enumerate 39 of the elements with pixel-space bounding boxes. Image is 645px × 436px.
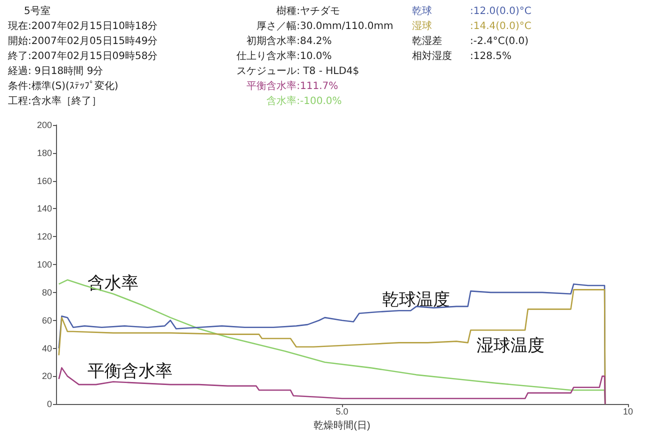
text: 乾球 bbox=[412, 4, 432, 19]
series-label: 湿球温度 bbox=[476, 336, 544, 356]
text: 開始:2007年02月05日15時49分 bbox=[8, 34, 158, 49]
text: 乾湿差 bbox=[412, 35, 442, 49]
text: 初期含水率:84.2% bbox=[246, 34, 332, 49]
text: 仕上り含水率:10.0% bbox=[236, 50, 332, 64]
y-tick-label: 160 bbox=[36, 176, 52, 186]
y-tick-label: 180 bbox=[36, 148, 52, 158]
y-tick-label: 120 bbox=[36, 232, 52, 242]
text: 5号室 bbox=[24, 4, 50, 19]
y-tick-label: 80 bbox=[42, 287, 52, 298]
text: 湿球 bbox=[412, 20, 432, 34]
text: 工程:含水率［終了］ bbox=[8, 94, 102, 109]
text: 現在:2007年02月15日10時18分 bbox=[8, 20, 158, 34]
text: :12.0(0.0)°C bbox=[470, 5, 532, 19]
y-tick-label: 0 bbox=[46, 399, 52, 410]
y-tick-label: 60 bbox=[42, 315, 52, 326]
series-label: 平衡含水率 bbox=[87, 361, 172, 382]
text: 経過: 9日18時間 9分 bbox=[8, 64, 104, 79]
text: 平衡含水率:111.7% bbox=[246, 80, 338, 94]
y-tick-label: 40 bbox=[42, 343, 52, 354]
y-tick-label: 200 bbox=[36, 120, 52, 130]
y-tick-label: 100 bbox=[36, 260, 52, 270]
x-axis-title: 乾燥時間(日) bbox=[314, 420, 370, 432]
text: :-2.4°C(0.0) bbox=[470, 35, 529, 49]
text: スケジュール: T8 - HLD4$ bbox=[236, 65, 360, 79]
text: 相対湿度 bbox=[412, 50, 452, 64]
text: 終了:2007年02月15日09時58分 bbox=[8, 50, 158, 64]
text: 含水率:-100.0% bbox=[266, 94, 342, 109]
text: :128.5% bbox=[470, 50, 512, 64]
text: :14.4(0.0)°C bbox=[470, 20, 532, 34]
y-tick-label: 20 bbox=[42, 371, 52, 382]
text: 樹種:ヤチダモ bbox=[276, 4, 340, 19]
series-label: 乾球温度 bbox=[382, 290, 450, 310]
x-tick-label: 10 bbox=[622, 406, 634, 417]
text: 厚さ／幅:30.0mm/110.0mm bbox=[256, 20, 394, 34]
x-tick-label: 5.0 bbox=[336, 406, 348, 417]
y-tick-label: 140 bbox=[36, 204, 52, 214]
text: 条件:標準(S)(ｽﾃｯﾌﾟ変化) bbox=[8, 80, 118, 94]
